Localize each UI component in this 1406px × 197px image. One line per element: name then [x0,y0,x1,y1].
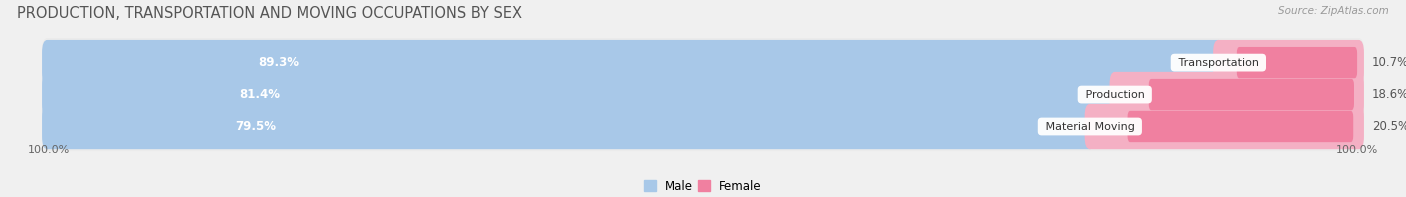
Text: Material Moving: Material Moving [1042,122,1137,132]
FancyBboxPatch shape [42,72,1121,117]
Text: 89.3%: 89.3% [259,56,299,69]
FancyBboxPatch shape [42,38,1364,87]
FancyBboxPatch shape [42,102,1364,151]
Text: 20.5%: 20.5% [1372,120,1406,133]
FancyBboxPatch shape [1084,104,1364,149]
Text: 100.0%: 100.0% [1336,145,1378,155]
FancyBboxPatch shape [1109,72,1364,117]
Text: 100.0%: 100.0% [28,145,70,155]
FancyBboxPatch shape [1128,111,1353,142]
Text: 10.7%: 10.7% [1372,56,1406,69]
Text: PRODUCTION, TRANSPORTATION AND MOVING OCCUPATIONS BY SEX: PRODUCTION, TRANSPORTATION AND MOVING OC… [17,6,522,21]
FancyBboxPatch shape [1213,40,1364,85]
Text: Source: ZipAtlas.com: Source: ZipAtlas.com [1278,6,1389,16]
Text: 81.4%: 81.4% [239,88,280,101]
Text: 79.5%: 79.5% [235,120,276,133]
FancyBboxPatch shape [1149,79,1354,110]
Text: Production: Production [1081,90,1147,99]
Legend: Male, Female: Male, Female [644,180,762,193]
FancyBboxPatch shape [42,40,1223,85]
FancyBboxPatch shape [42,70,1364,119]
Text: Transportation: Transportation [1174,58,1263,68]
Text: 18.6%: 18.6% [1372,88,1406,101]
FancyBboxPatch shape [42,104,1095,149]
FancyBboxPatch shape [1237,47,1357,78]
